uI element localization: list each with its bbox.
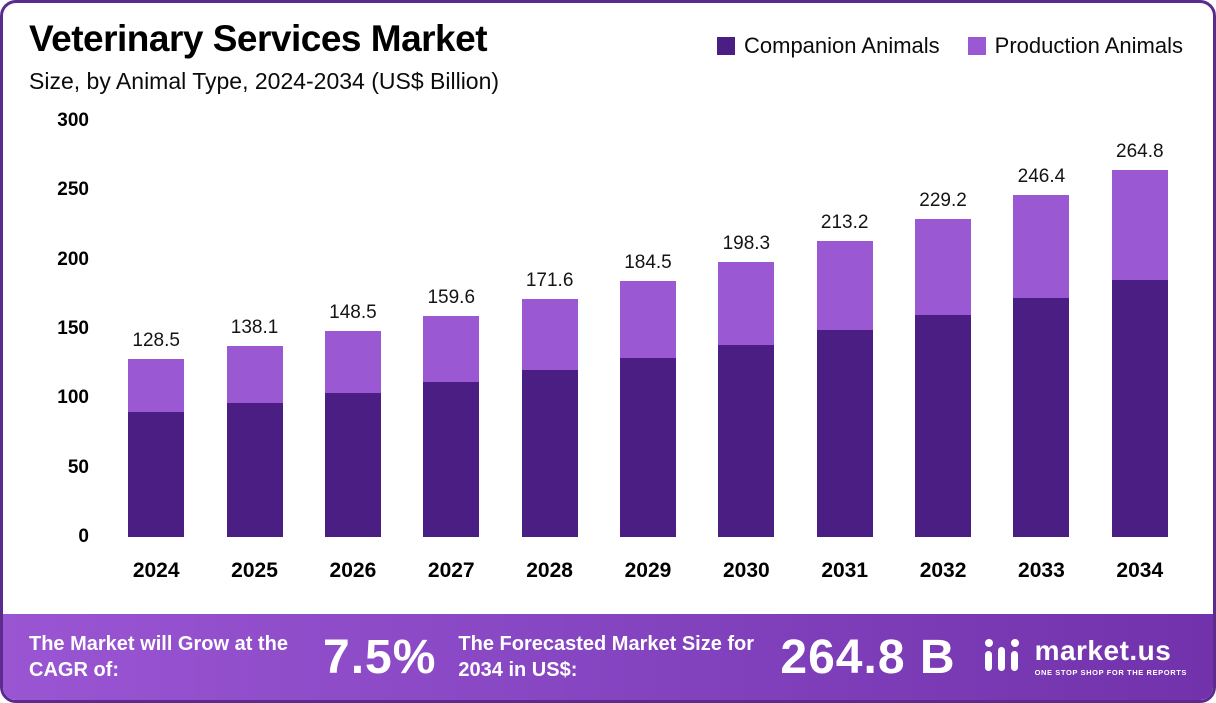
bar-stack [915,219,972,537]
header: Veterinary Services Market Size, by Anim… [29,18,1183,95]
title-block: Veterinary Services Market Size, by Anim… [29,18,500,95]
bar-column: 198.3 [697,121,795,537]
bar-segment-companion-animals [718,344,775,537]
cagr-label: The Market will Grow at the CAGR of: [29,633,288,681]
bar-column: 246.4 [992,121,1090,537]
brand-name: market.us [1034,635,1172,667]
bar-segment-companion-animals [521,370,578,537]
bar-segment-production-animals [619,281,676,358]
bar-segment-companion-animals [324,392,381,537]
bar-stack [423,315,480,537]
legend-label: Production Animals [994,33,1183,58]
x-axis-label: 2024 [132,559,180,582]
bar-segment-production-animals [915,219,972,315]
bar-stack [226,345,283,537]
bar-stack [1111,169,1168,537]
bar-column: 213.2 [796,121,894,537]
bar-segment-production-animals [521,299,578,371]
brand-block: market.us ONE STOP SHOP FOR THE REPORTS [979,637,1187,678]
bar-total-label: 246.4 [1017,166,1066,188]
y-tick-label: 100 [57,387,89,409]
x-axis-label: 2029 [624,559,672,582]
bar-total-label: 198.3 [722,233,771,255]
bar-segment-companion-animals [816,330,873,537]
bar-column: 184.5 [599,121,697,537]
bar-segment-companion-animals [915,314,972,537]
bar-total-label: 128.5 [132,329,180,351]
page-title: Veterinary Services Market [29,18,488,59]
bar-stack [128,358,185,537]
bar-stack [521,299,578,537]
legend: Companion Animals Production Animals [717,33,1183,59]
y-tick-label: 300 [57,110,89,131]
bar-column: 138.1 [205,121,303,537]
page-subtitle: Size, by Animal Type, 2024-2034 (US$ Bil… [29,67,500,94]
x-axis-label: 2034 [1116,559,1164,582]
bar-segment-production-animals [1013,195,1070,298]
bar-segment-companion-animals [1111,279,1168,537]
bar-segment-production-animals [423,315,480,383]
bar-stack [619,281,676,537]
legend-item: Production Animals [967,33,1183,59]
legend-label: Companion Animals [744,33,940,58]
legend-swatch [717,37,735,55]
x-axis-label: 2030 [722,559,770,582]
x-axis-label: 2028 [526,559,573,582]
x-axis-label: 2025 [231,559,278,582]
bar-total-label: 159.6 [427,286,476,308]
bar-stack [324,331,381,537]
y-tick-label: 50 [67,456,89,478]
bar-stack [816,241,873,537]
bar-column: 128.5 [107,121,205,537]
y-axis: 0 50 100 150 200 250 300 [33,110,89,547]
legend-swatch [967,37,986,55]
y-tick-label: 0 [78,526,89,547]
x-axis-label: 2031 [821,559,869,582]
cagr-value: 7.5% [323,630,437,684]
bar-segment-companion-animals [128,412,185,537]
y-tick-label: 200 [57,248,89,270]
stacked-bar-chart: 0 50 100 150 200 250 300 128.5 138.1 148.5 159.6 1… [33,110,1189,591]
bar-column: 159.6 [402,121,500,537]
x-axis-label: 2032 [919,559,967,582]
brand-text: market.us ONE STOP SHOP FOR THE REPORTS [1035,637,1187,677]
x-axis-label: 2026 [329,559,377,582]
bar-total-label: 229.2 [919,190,967,212]
bar-total-label: 264.8 [1116,140,1164,162]
bar-total-label: 171.6 [525,270,574,292]
footer-banner: The Market will Grow at the CAGR of: 7.5… [3,614,1213,700]
bar-segment-companion-animals [226,402,283,537]
bar-segment-production-animals [718,262,775,345]
bar-segment-production-animals [816,241,873,331]
bar-segment-production-animals [1111,169,1168,280]
x-axis-label: 2027 [427,559,475,582]
bar-column: 229.2 [894,121,992,537]
bar-column: 171.6 [500,121,598,537]
bar-segment-companion-animals [619,357,676,537]
bar-segment-production-animals [128,358,185,413]
bar-segment-production-animals [226,345,283,403]
brand-tagline: ONE STOP SHOP FOR THE REPORTS [1034,668,1187,678]
plot-area: 128.5 138.1 148.5 159.6 171.6 184.5 198.3 213.2… [107,121,1189,537]
bar-column: 264.8 [1091,121,1189,537]
x-axis-label: 2033 [1018,559,1065,582]
bar-segment-production-animals [324,331,381,393]
forecast-value: 264.8 B [780,630,956,684]
bar-total-label: 184.5 [624,252,672,274]
bar-segment-companion-animals [1013,297,1070,537]
bar-segment-companion-animals [423,382,480,537]
market-us-logo-icon [979,637,1025,678]
y-tick-label: 150 [57,318,89,339]
bar-total-label: 148.5 [329,302,377,324]
y-tick-label: 250 [57,179,89,201]
bar-total-label: 213.2 [820,212,869,234]
x-axis: 2024 2025 2026 2027 2028 2029 2030 2031 2032 2033… [107,559,1189,583]
bar-total-label: 138.1 [230,316,279,338]
forecast-label: The Forecasted Market Size for 2034 in U… [458,633,755,681]
legend-item: Companion Animals [717,33,940,59]
bar-stack [1013,195,1070,537]
bar-stack [718,262,775,537]
bar-column: 148.5 [304,121,402,537]
